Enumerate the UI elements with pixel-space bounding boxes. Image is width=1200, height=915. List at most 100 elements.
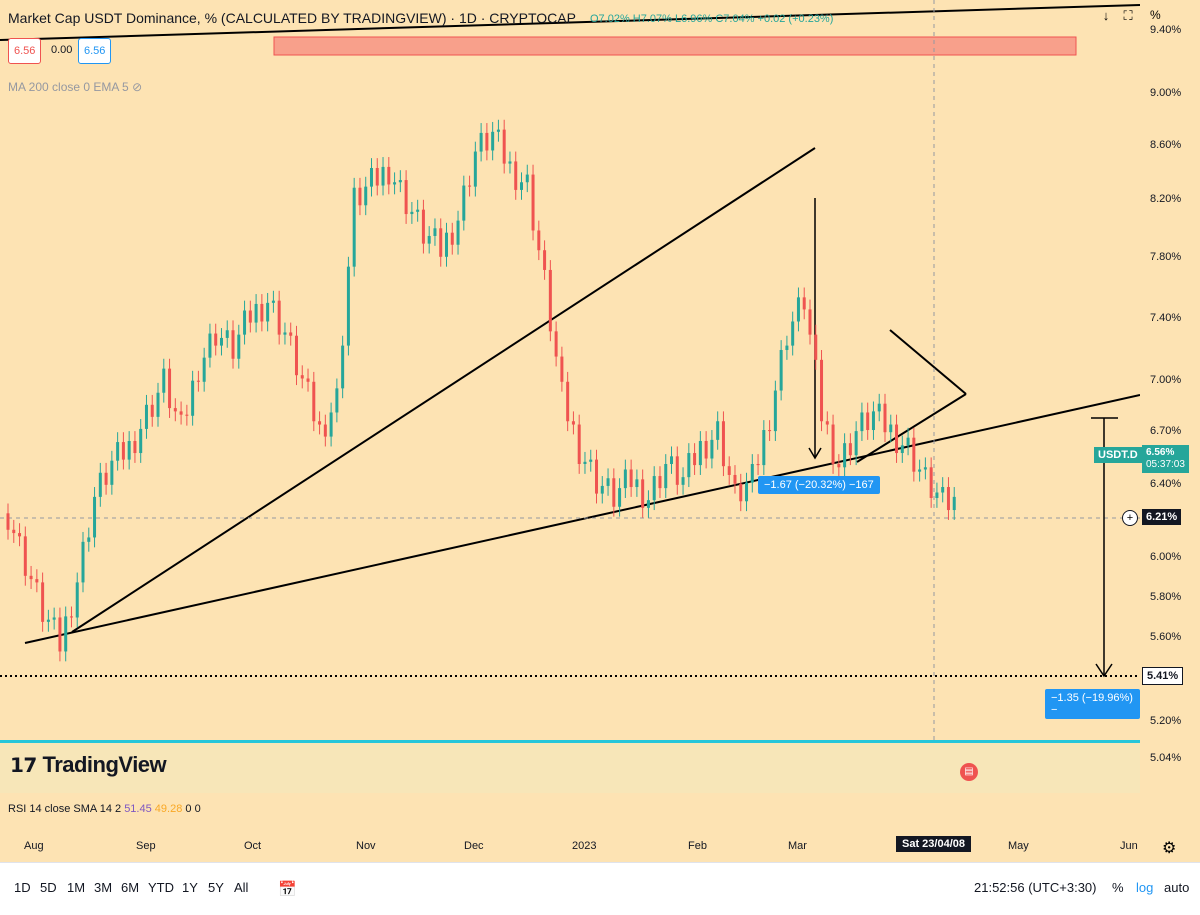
- candle-body: [416, 209, 420, 212]
- rising-trendline: [71, 147, 816, 633]
- fullscreen-icon[interactable]: ⛶: [1123, 8, 1133, 23]
- rsi-value: 51.45: [124, 803, 152, 815]
- candle-body: [589, 459, 593, 462]
- candle-body: [18, 533, 22, 537]
- candle-body: [618, 488, 622, 507]
- candle-body: [802, 297, 806, 310]
- candle-body: [121, 442, 125, 460]
- candle-body: [641, 479, 645, 508]
- time-label: Oct: [244, 840, 262, 852]
- us-flag-event-icon[interactable]: ▤: [960, 763, 978, 781]
- candle-body: [196, 380, 200, 382]
- chart-title: Market Cap USDT Dominance, % (CALCULATED…: [8, 10, 576, 26]
- price-axis[interactable]: [1140, 0, 1200, 830]
- resistance-zone: [273, 36, 1077, 56]
- range-button-all[interactable]: All: [234, 880, 249, 895]
- candle-body: [277, 300, 281, 335]
- candle-body: [341, 345, 345, 389]
- candle-body: [808, 309, 812, 335]
- candle-body: [387, 166, 391, 185]
- candle-body: [300, 375, 304, 379]
- candle-body: [248, 310, 252, 323]
- candle-body: [225, 330, 229, 338]
- candle-body: [450, 232, 454, 245]
- price-tick: 5.60%: [1150, 631, 1182, 643]
- range-button-1d[interactable]: 1D: [14, 880, 31, 895]
- rsi-legend[interactable]: RSI 14 close SMA 14 2 51.45 49.28 0 0: [8, 803, 201, 815]
- candle-body: [750, 464, 754, 483]
- candle-body: [12, 529, 16, 534]
- candle-body: [479, 132, 483, 152]
- candle-body: [918, 469, 922, 472]
- candle-body: [283, 332, 287, 335]
- candle-body: [191, 380, 195, 416]
- candle-body: [670, 456, 674, 464]
- price-tick: 8.60%: [1150, 139, 1182, 151]
- symbol-badge: USDT.D: [1094, 447, 1142, 463]
- candle-body: [69, 616, 73, 618]
- scale-option-auto[interactable]: auto: [1164, 880, 1190, 895]
- candle-body: [214, 333, 218, 346]
- range-button-3m[interactable]: 3M: [94, 880, 113, 895]
- candle-body: [46, 619, 50, 622]
- candle-body: [871, 411, 875, 431]
- candle-body: [554, 331, 558, 357]
- candle-body: [358, 187, 362, 206]
- range-button-1m[interactable]: 1M: [67, 880, 86, 895]
- chart-area[interactable]: Market Cap USDT Dominance, % (CALCULATED…: [0, 0, 1140, 740]
- add-alert-icon[interactable]: +: [1122, 510, 1138, 526]
- buy-price-pill[interactable]: 6.56: [78, 38, 112, 64]
- candle-body: [179, 411, 183, 415]
- range-button-5y[interactable]: 5Y: [208, 880, 224, 895]
- candle-body: [421, 209, 425, 244]
- candle-body: [150, 404, 154, 417]
- candle-body: [929, 467, 933, 498]
- candle-body: [462, 185, 466, 221]
- countdown-timer: 05:37:03: [1146, 459, 1185, 470]
- price-tick: 6.70%: [1150, 425, 1182, 437]
- candle-body: [791, 321, 795, 346]
- range-button-5d[interactable]: 5D: [40, 880, 57, 895]
- candle-body: [935, 492, 939, 498]
- range-button-1y[interactable]: 1Y: [182, 880, 198, 895]
- date-range-icon[interactable]: 📅: [278, 881, 297, 898]
- candle-body: [514, 161, 518, 190]
- arrow-down-icon[interactable]: ↓: [1102, 8, 1110, 23]
- rsi-pane[interactable]: [0, 740, 1140, 793]
- rsi-v4: 0: [194, 803, 201, 815]
- candle-body: [721, 421, 725, 467]
- time-axis[interactable]: [0, 830, 1200, 862]
- time-label: Feb: [688, 840, 707, 852]
- scale-option-percent[interactable]: %: [1112, 880, 1124, 895]
- candle-body: [133, 440, 137, 454]
- candle-body: [404, 180, 408, 215]
- ma-legend[interactable]: MA 200 close 0 EMA 5 ⊘: [8, 80, 142, 94]
- candle-body: [81, 541, 85, 583]
- candle-body: [952, 496, 956, 511]
- candle-body: [768, 430, 772, 432]
- sell-price-pill[interactable]: 6.56: [8, 38, 42, 64]
- candle-body: [266, 302, 270, 322]
- candle-body: [739, 483, 743, 502]
- clock-display[interactable]: 21:52:56 (UTC+3:30): [974, 880, 1097, 895]
- candle-body: [848, 443, 852, 456]
- ohlc-values: O7.02% H7.07% L6.96% C7.04% +0.02 (+0.23…: [590, 13, 834, 25]
- candle-body: [485, 132, 489, 151]
- settings-gear-icon[interactable]: ⚙: [1162, 840, 1177, 857]
- scale-option-log[interactable]: log: [1136, 880, 1154, 895]
- time-label: Sep: [136, 840, 156, 852]
- candle-body: [294, 335, 298, 376]
- candle-body: [289, 332, 293, 336]
- ma-legend-label: MA 200 close 0 EMA 5: [8, 80, 129, 94]
- candle-body: [127, 440, 131, 460]
- eye-hidden-icon[interactable]: ⊘: [132, 80, 143, 94]
- tradingview-logo[interactable]: 𝟭𝟳 TradingView: [10, 752, 167, 778]
- candle-body: [144, 404, 148, 429]
- rsi-v3: 0: [185, 803, 192, 815]
- candle-body: [364, 186, 368, 206]
- range-button-6m[interactable]: 6M: [121, 880, 140, 895]
- candle-body: [208, 333, 212, 358]
- candle-body: [566, 381, 570, 422]
- range-button-ytd[interactable]: YTD: [148, 880, 174, 895]
- price-chart[interactable]: [0, 0, 1140, 740]
